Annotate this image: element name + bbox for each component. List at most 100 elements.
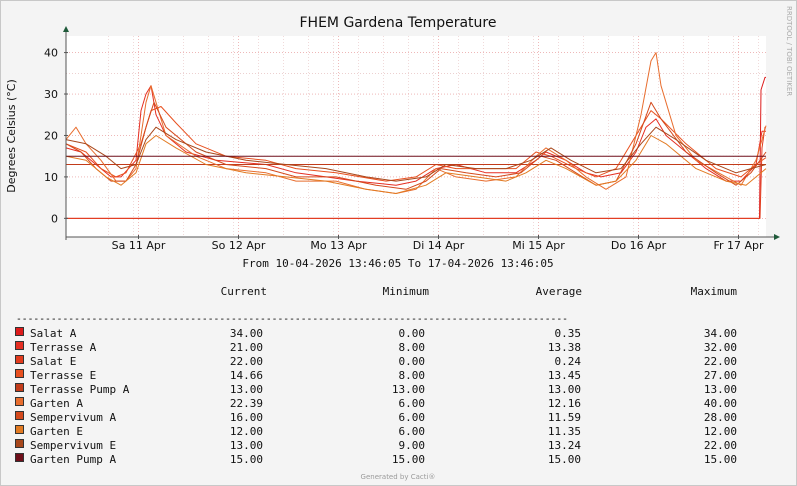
legend-row: Terrasse E 14.66 8.00 13.45 27.00	[15, 369, 737, 382]
x-tick-labels: Sa 11 Apr So 12 Apr Mo 13 Apr Di 14 Apr Mi 1…	[112, 235, 764, 252]
legend-value-current: 16.00	[230, 411, 263, 424]
legend-value-minimum: 9.00	[399, 439, 426, 452]
x-tick-label: Mi 15 Apr	[512, 239, 565, 252]
legend-value-maximum: 27.00	[704, 369, 737, 382]
legend-row: Sempervivum E 13.00 9.00 13.24 22.00	[15, 439, 737, 452]
legend-swatch	[15, 425, 24, 434]
legend-separator: ----------------------------------------…	[16, 312, 568, 325]
y-tick-label: 30	[44, 88, 58, 101]
legend-header-current: Current	[221, 285, 267, 298]
legend-value-current: 13.00	[230, 383, 263, 396]
legend-value-maximum: 15.00	[704, 453, 737, 466]
legend-value-minimum: 13.00	[392, 383, 425, 396]
generated-by-credit: Generated by Cacti®	[361, 473, 436, 481]
y-axis-arrow	[63, 26, 69, 32]
legend-row: Garten Pump A 15.00 15.00 15.00 15.00	[15, 453, 737, 466]
legend-value-current: 13.00	[230, 439, 263, 452]
legend-value-average: 13.38	[548, 341, 581, 354]
legend-swatch	[15, 341, 24, 350]
legend-value-average: 13.24	[548, 439, 581, 452]
x-tick-label: Fr 17 Apr	[713, 239, 764, 252]
x-axis-arrow	[774, 234, 780, 240]
legend-value-average: 0.35	[555, 327, 582, 340]
series-line-6	[65, 52, 767, 194]
legend-swatch	[15, 439, 24, 448]
legend-swatch	[15, 411, 24, 420]
legend-header-maximum: Maximum	[691, 285, 738, 298]
legend-value-minimum: 8.00	[399, 369, 426, 382]
legend-value-minimum: 6.00	[399, 425, 426, 438]
legend-value-maximum: 28.00	[704, 411, 737, 424]
legend-swatch	[15, 397, 24, 406]
chart-title: FHEM Gardena Temperature	[300, 15, 497, 31]
legend-value-current: 15.00	[230, 453, 263, 466]
axes	[63, 26, 780, 240]
legend-series-name: Terrasse E	[30, 369, 96, 382]
legend-value-current: 22.39	[230, 397, 263, 410]
legend-series-name: Salat A	[30, 327, 77, 340]
y-tick-label: 40	[44, 47, 58, 60]
legend-value-average: 13.45	[548, 369, 581, 382]
legend-value-average: 12.16	[548, 397, 581, 410]
legend-series-name: Garten A	[30, 397, 83, 410]
legend-value-minimum: 8.00	[399, 341, 426, 354]
legend-value-maximum: 32.00	[704, 341, 737, 354]
legend-series-name: Salat E	[30, 355, 76, 368]
legend-swatch	[15, 383, 24, 392]
legend-value-maximum: 13.00	[704, 383, 737, 396]
legend-swatch	[15, 327, 24, 336]
rrdtool-watermark: RRDTOOL / TOBI OETIKER	[785, 6, 793, 96]
legend: Salat A 34.00 0.00 0.35 34.00 Terrasse A 21.00…	[15, 327, 737, 466]
legend-value-average: 0.24	[555, 355, 582, 368]
x-tick-label: Sa 11 Apr	[112, 239, 166, 252]
time-range: From 10-04-2026 13:46:05 To 17-04-2026 1…	[242, 257, 553, 270]
x-tick-label: Mo 13 Apr	[310, 239, 367, 252]
grid	[66, 36, 766, 237]
legend-value-average: 15.00	[548, 453, 581, 466]
legend-value-average: 11.35	[548, 425, 581, 438]
legend-series-name: Sempervivum A	[30, 411, 116, 424]
legend-row: Salat A 34.00 0.00 0.35 34.00	[15, 327, 737, 340]
legend-series-name: Garten E	[30, 425, 83, 438]
legend-value-average: 13.00	[548, 383, 581, 396]
legend-value-minimum: 0.00	[399, 327, 426, 340]
legend-row: Sempervivum A 16.00 6.00 11.59 28.00	[15, 411, 737, 424]
legend-swatch	[15, 369, 24, 378]
legend-header-average: Average	[536, 285, 582, 298]
legend-value-minimum: 6.00	[399, 411, 426, 424]
y-tick-label: 10	[44, 171, 58, 184]
legend-value-maximum: 12.00	[704, 425, 737, 438]
legend-value-maximum: 22.00	[704, 355, 737, 368]
series-line-7	[65, 101, 767, 190]
legend-value-current: 12.00	[230, 425, 263, 438]
legend-value-current: 34.00	[230, 327, 263, 340]
legend-value-maximum: 34.00	[704, 327, 737, 340]
legend-row: Garten A 22.39 6.00 12.16 40.00	[15, 397, 737, 410]
legend-value-maximum: 22.00	[704, 439, 737, 452]
legend-series-name: Garten Pump A	[30, 453, 116, 466]
legend-value-current: 14.66	[230, 369, 263, 382]
series-line-9	[65, 126, 767, 182]
legend-value-minimum: 15.00	[392, 453, 425, 466]
x-tick-label: Di 14 Apr	[413, 239, 465, 252]
legend-value-current: 21.00	[230, 341, 263, 354]
y-axis-label: Degrees Celsius (°C)	[5, 79, 18, 193]
legend-row: Garten E 12.00 6.00 11.35 12.00	[15, 425, 737, 438]
y-tick-label: 0	[51, 212, 58, 225]
x-tick-label: Do 16 Apr	[611, 239, 667, 252]
legend-row: Salat E 22.00 0.00 0.24 22.00	[15, 355, 737, 368]
y-tick-label: 20	[44, 129, 58, 142]
legend-row: Terrasse Pump A 13.00 13.00 13.00 13.00	[15, 383, 737, 396]
y-tick-labels: 0 10 20 30 40	[44, 47, 68, 225]
legend-series-name: Terrasse A	[30, 341, 97, 354]
legend-value-minimum: 6.00	[399, 397, 426, 410]
legend-value-maximum: 40.00	[704, 397, 737, 410]
legend-value-average: 11.59	[548, 411, 581, 424]
legend-swatch	[15, 355, 24, 364]
legend-header-minimum: Minimum	[383, 285, 430, 298]
x-tick-label: So 12 Apr	[212, 239, 266, 252]
series-line-8	[65, 135, 767, 194]
legend-value-current: 22.00	[230, 355, 263, 368]
series-lines	[65, 52, 767, 219]
